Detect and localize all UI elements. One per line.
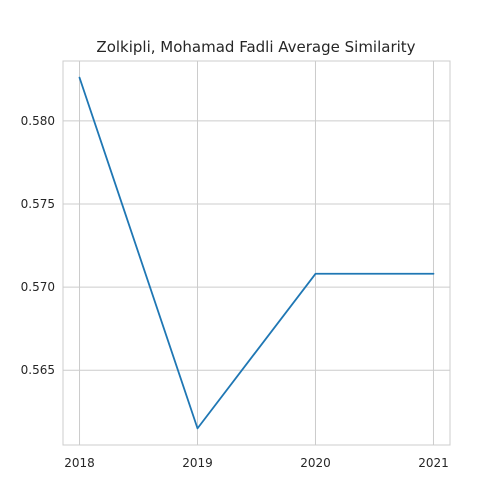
series-line	[78, 76, 435, 430]
y-tick-label: 0.580	[21, 114, 55, 128]
y-tick-label: 0.565	[21, 363, 55, 377]
plot-area-frame	[62, 60, 451, 446]
grid-lines	[63, 61, 450, 445]
y-tick-label: 0.570	[21, 280, 55, 294]
series-layer	[78, 76, 435, 430]
x-tick-label: 2018	[64, 456, 95, 470]
y-axis-ticks: 0.565 0.570 0.575 0.580	[21, 114, 55, 377]
x-tick-label: 2020	[300, 456, 331, 470]
x-tick-label: 2021	[418, 456, 449, 470]
y-tick-label: 0.575	[21, 197, 55, 211]
x-axis-ticks: 2018 2019 2020 2021	[64, 456, 449, 470]
chart-title: Zolkipli, Mohamad Fadli Average Similari…	[96, 38, 415, 56]
x-tick-label: 2019	[182, 456, 213, 470]
